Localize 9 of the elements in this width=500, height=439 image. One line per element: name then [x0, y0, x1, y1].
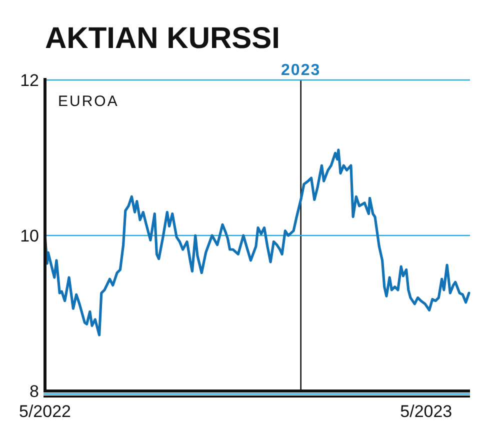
y-tick-label: 10	[20, 226, 39, 246]
y-tick-label: 8	[30, 382, 39, 401]
ref-line-label: 2023	[281, 62, 321, 79]
x-tick-label: 5/2023	[400, 402, 452, 421]
x-tick-label: 5/2022	[19, 402, 71, 421]
chart-title: AKTIAN KURSSI	[45, 22, 280, 55]
y-axis-title: EUROA	[58, 93, 119, 110]
line-series	[44, 148, 470, 336]
y-tick-label: 12	[20, 70, 39, 90]
